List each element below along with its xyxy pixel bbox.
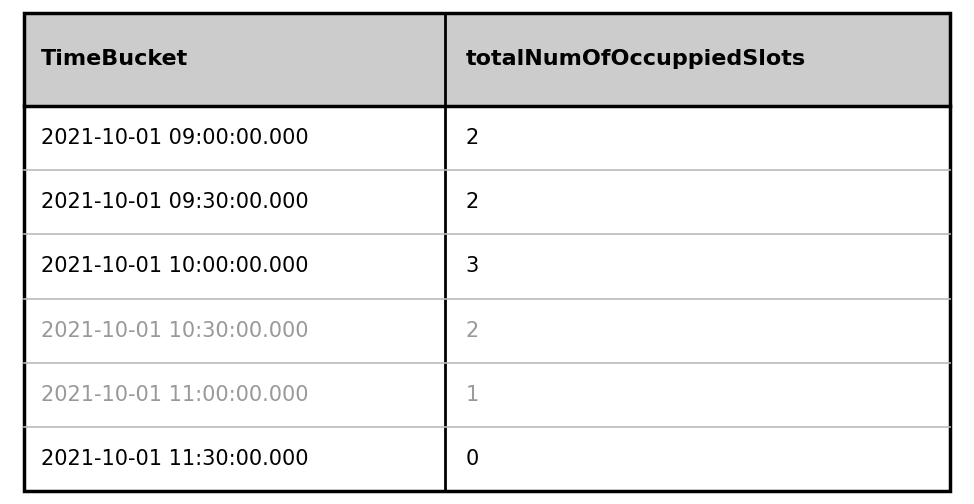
Bar [24,13,950,106]
Bar [24,234,950,298]
Bar [24,170,950,234]
Text: 2021-10-01 11:00:00.000: 2021-10-01 11:00:00.000 [41,385,309,405]
Bar [24,427,950,491]
Text: 2021-10-01 09:00:00.000: 2021-10-01 09:00:00.000 [41,128,309,148]
Text: 2: 2 [466,321,479,341]
Text: 2: 2 [466,128,479,148]
Text: 3: 3 [466,257,479,277]
Bar [24,363,950,427]
Text: TimeBucket: TimeBucket [41,49,188,69]
Text: 0: 0 [466,449,479,469]
Text: 2021-10-01 10:00:00.000: 2021-10-01 10:00:00.000 [41,257,309,277]
Bar [24,298,950,363]
Text: 2021-10-01 11:30:00.000: 2021-10-01 11:30:00.000 [41,449,309,469]
Text: totalNumOfOccuppiedSlots: totalNumOfOccuppiedSlots [466,49,805,69]
Text: 1: 1 [466,385,479,405]
Text: 2021-10-01 09:30:00.000: 2021-10-01 09:30:00.000 [41,192,309,212]
Bar [24,106,950,170]
Text: 2021-10-01 10:30:00.000: 2021-10-01 10:30:00.000 [41,321,309,341]
Text: 2: 2 [466,192,479,212]
